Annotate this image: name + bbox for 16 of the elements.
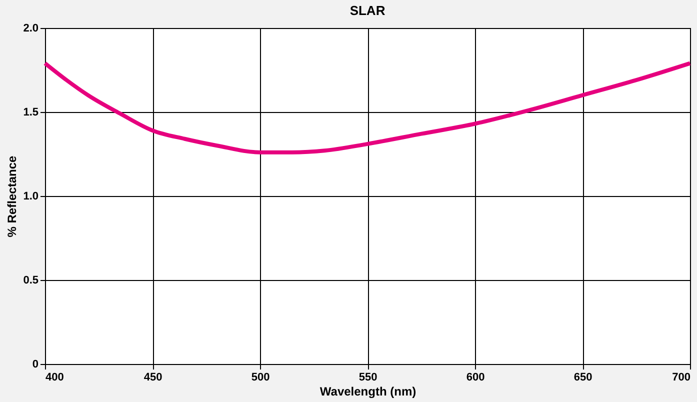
x-tick-label: 700 (672, 372, 690, 384)
x-tick-label: 450 (144, 372, 162, 384)
line-series (43, 61, 692, 154)
y-tick-label: 2.0 (23, 22, 38, 34)
y-tick-label: 1.5 (23, 106, 38, 118)
y-tick-label: 0 (32, 358, 38, 370)
y-tick-label: 1.0 (23, 190, 38, 202)
x-tick-label: 500 (251, 372, 270, 384)
x-tick-label: 550 (358, 372, 378, 384)
y-axis-title: % Reflectance (5, 155, 20, 238)
x-tick-label: 400 (46, 372, 64, 384)
x-tick-label: 600 (466, 372, 485, 384)
x-axis-title: Wavelength (nm) (320, 384, 416, 398)
x-tick-label: 650 (574, 372, 592, 384)
chart-title: SLAR (350, 3, 386, 18)
y-tick-label: 0.5 (23, 274, 38, 286)
